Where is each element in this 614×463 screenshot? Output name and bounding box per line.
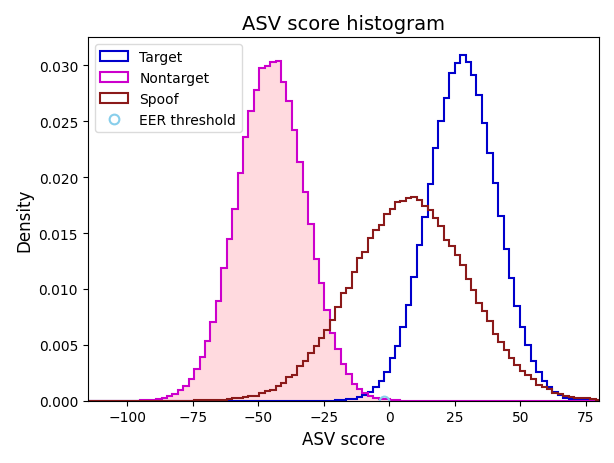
Title: ASV score histogram: ASV score histogram	[242, 15, 445, 34]
X-axis label: ASV score: ASV score	[301, 430, 385, 448]
Y-axis label: Density: Density	[15, 188, 33, 251]
Legend: Target, Nontarget, Spoof, EER threshold: Target, Nontarget, Spoof, EER threshold	[95, 45, 241, 133]
Polygon shape	[75, 62, 612, 401]
